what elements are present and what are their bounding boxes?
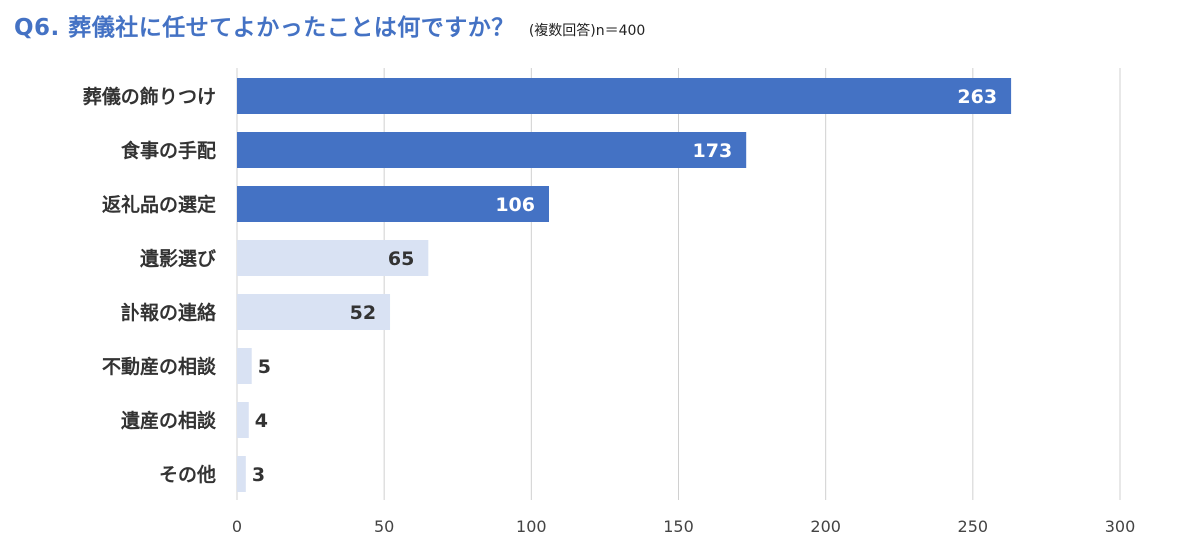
x-tick-label: 150 [663,517,694,536]
bar [237,132,747,168]
data-label: 173 [693,140,733,162]
bar [237,456,246,492]
x-tick-label: 0 [232,517,242,536]
category-label: 食事の手配 [121,139,216,162]
bar [237,78,1012,114]
x-tick-label: 300 [1105,517,1136,536]
bar [237,186,549,222]
data-label: 5 [258,356,271,378]
x-tick-label: 50 [374,517,394,536]
category-label: 遺産の相談 [121,409,217,432]
category-label: その他 [159,463,216,486]
category-label: 不動産の相談 [102,355,217,378]
bar [237,348,252,384]
chart-header: Q6. 葬儀社に任せてよかったことは何ですか？ (複数回答)n＝400 [14,8,645,42]
data-label: 3 [252,464,265,486]
category-label: 訃報の連絡 [121,301,217,324]
bar [237,402,249,438]
data-label: 106 [495,194,535,216]
x-tick-label: 100 [516,517,547,536]
x-axis-ticks: 0 50 100 150 200 250 300 [232,517,1135,536]
chart-subtitle: (複数回答)n＝400 [528,23,646,39]
category-label: 返礼品の選定 [102,193,216,216]
category-labels: 葬儀の飾りつけ食事の手配返礼品の選定遺影選び訃報の連絡不動産の相談遺産の相談その… [83,85,217,486]
data-label: 65 [388,248,414,270]
bar [237,294,391,330]
category-label: 遺影選び [140,247,216,270]
category-label: 葬儀の飾りつけ [83,85,216,108]
data-label: 52 [350,302,376,324]
bars [237,78,1012,492]
value-labels: 263 173 106 65 52 5 4 3 [252,86,997,486]
data-label: 4 [255,410,268,432]
bar [237,240,429,276]
chart-title: Q6. 葬儀社に任せてよかったことは何ですか？ [14,15,515,41]
x-tick-label: 200 [810,517,841,536]
x-tick-label: 250 [958,517,989,536]
data-label: 263 [957,86,997,108]
